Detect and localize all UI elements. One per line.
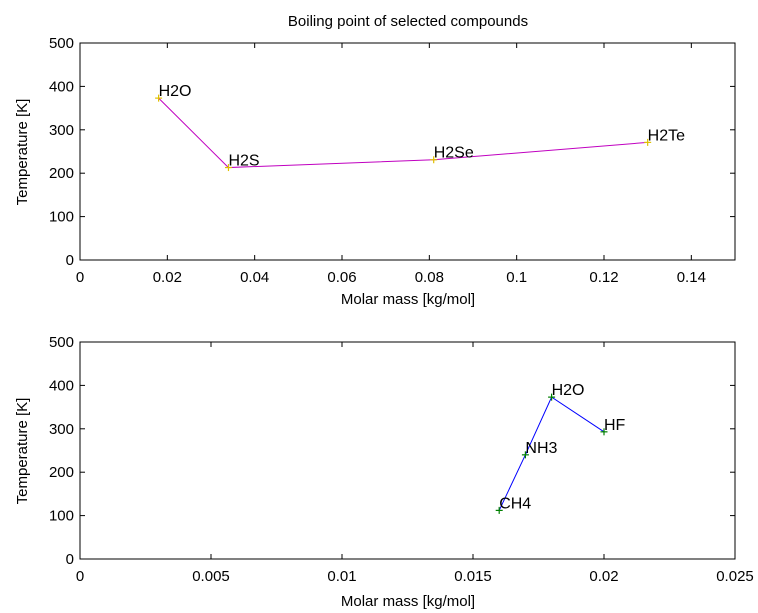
- bottom-x-tick-label: 0.015: [454, 568, 492, 585]
- bottom-point-marker: [600, 428, 608, 436]
- top-point-labels: H2O H2S H2Se H2Te: [159, 83, 686, 169]
- top-x-tick-label: 0.1: [506, 269, 527, 286]
- top-y-tick-label: 0: [66, 252, 74, 269]
- bottom-point-labels: CH4 NH3 H2O HF: [499, 382, 625, 512]
- bottom-x-tick-label: 0.01: [327, 568, 356, 585]
- bottom-y-ticks: 0 100 200 300 400 500: [49, 334, 735, 568]
- top-y-tick-label: 300: [49, 122, 74, 139]
- bottom-point-label: HF: [604, 417, 626, 434]
- top-x-tick-label: 0.08: [415, 269, 444, 286]
- bottom-axes: 0 0.005 0.01 0.015 0.02 0.025 0 100 200 300 400 50…: [14, 334, 754, 610]
- figure-title: Boiling point of selected compounds: [288, 13, 528, 30]
- bottom-y-axis-label: Temperature [K]: [14, 398, 31, 505]
- bottom-x-tick-label: 0.005: [192, 568, 230, 585]
- top-point-label: H2Se: [434, 145, 474, 162]
- bottom-y-tick-label: 100: [49, 508, 74, 525]
- top-x-tick-label: 0.04: [240, 269, 269, 286]
- top-point-label: H2O: [159, 83, 192, 100]
- bottom-y-tick-label: 200: [49, 464, 74, 481]
- top-y-tick-label: 500: [49, 35, 74, 52]
- top-point-marker: [644, 138, 652, 146]
- bottom-x-tick-label: 0.025: [716, 568, 754, 585]
- top-x-tick-label: 0.06: [327, 269, 356, 286]
- bottom-point-label: NH3: [525, 440, 557, 457]
- bottom-x-tick-label: 0: [76, 568, 84, 585]
- bottom-y-tick-label: 0: [66, 551, 74, 568]
- bottom-point-label: CH4: [499, 495, 531, 512]
- bottom-point-marker: [495, 506, 503, 514]
- bottom-markers: [495, 393, 608, 514]
- top-point-marker: [224, 164, 232, 172]
- top-point-marker: [155, 94, 163, 102]
- top-axes: 0 0.02 0.04 0.06 0.08 0.1 0.12 0.14 0 100 200 300 4…: [14, 35, 736, 308]
- top-y-tick-label: 100: [49, 209, 74, 226]
- top-x-tick-label: 0.14: [677, 269, 706, 286]
- top-markers: [155, 94, 652, 172]
- bottom-y-tick-label: 400: [49, 377, 74, 394]
- bottom-series-line: [498, 396, 605, 511]
- top-y-tick-label: 400: [49, 78, 74, 95]
- bottom-point-marker: [548, 393, 556, 401]
- top-plot-area: [79, 42, 736, 261]
- top-x-ticks: 0 0.02 0.04 0.06 0.08 0.1 0.12 0.14: [76, 43, 706, 286]
- top-y-tick-label: 200: [49, 165, 74, 182]
- top-x-tick-label: 0.12: [589, 269, 618, 286]
- top-point-label: H2S: [228, 153, 259, 170]
- bottom-y-tick-label: 300: [49, 421, 74, 438]
- bottom-x-axis-label: Molar mass [kg/mol]: [341, 593, 475, 610]
- top-x-axis-label: Molar mass [kg/mol]: [341, 291, 475, 308]
- top-y-ticks: 0 100 200 300 400 500: [49, 35, 735, 269]
- top-series-line: [158, 97, 648, 169]
- bottom-point-label: H2O: [552, 382, 585, 399]
- top-x-tick-label: 0: [76, 269, 84, 286]
- top-point-label: H2Te: [648, 127, 685, 144]
- bottom-x-tick-label: 0.02: [589, 568, 618, 585]
- top-point-marker: [430, 156, 438, 164]
- top-x-tick-label: 0.02: [153, 269, 182, 286]
- bottom-plot-area: [79, 341, 736, 560]
- bottom-y-tick-label: 500: [49, 334, 74, 351]
- bottom-point-marker: [521, 451, 529, 459]
- top-y-axis-label: Temperature [K]: [14, 99, 31, 206]
- bottom-x-ticks: 0 0.005 0.01 0.015 0.02 0.025: [76, 342, 754, 585]
